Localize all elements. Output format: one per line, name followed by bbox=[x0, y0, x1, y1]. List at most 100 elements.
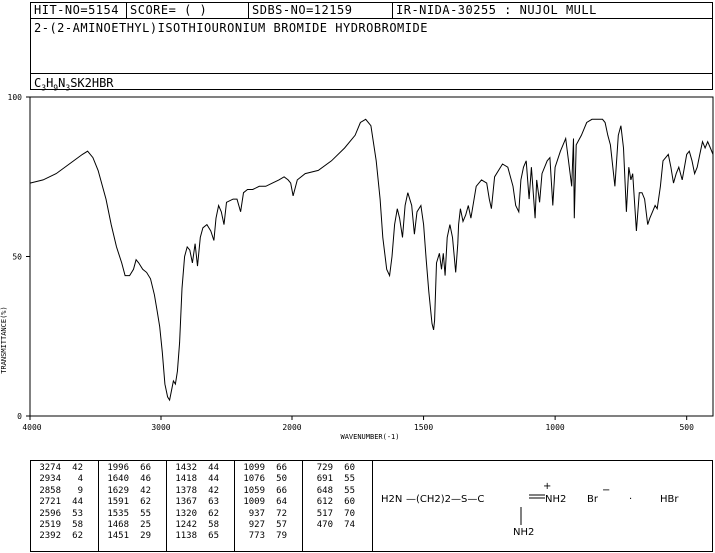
peak-wavenumber: 1996 bbox=[107, 463, 129, 473]
peak-transmittance: 58 bbox=[208, 520, 219, 531]
peak-wavenumber: 729 bbox=[316, 463, 333, 473]
y-tick-label: 100 bbox=[8, 93, 23, 102]
peak-row: 2392 62 bbox=[31, 531, 98, 542]
peak-wavenumber: 1138 bbox=[175, 531, 197, 542]
peak-wavenumber: 2519 bbox=[39, 520, 61, 531]
peak-wavenumber: 2392 bbox=[39, 531, 61, 542]
peak-wavenumber: 1009 bbox=[243, 497, 265, 508]
axis-ticks: 4000 3000 2000 1500 1000 500 0 50 100 bbox=[8, 93, 695, 432]
peak-row: 1432 44 bbox=[167, 463, 234, 474]
peak-row: 1468 25 bbox=[99, 520, 166, 531]
formula-n: N bbox=[58, 76, 66, 90]
peak-row: 937 72 bbox=[235, 509, 302, 520]
y-axis-label: TRANSMITTANCE(%) bbox=[0, 306, 8, 373]
spectrum-line bbox=[29, 118, 714, 402]
peak-wavenumber: 1535 bbox=[107, 508, 129, 519]
peak-row: 2721 44 bbox=[31, 497, 98, 508]
plus-charge: + bbox=[543, 481, 552, 492]
peak-row: 729 60 bbox=[303, 463, 374, 474]
peak-row: 927 57 bbox=[235, 520, 302, 531]
peak-wavenumber: 2934 bbox=[39, 474, 61, 485]
y-tick-label: 0 bbox=[17, 412, 22, 421]
x-tick-label: 500 bbox=[679, 423, 694, 432]
peak-row: 3274 42 bbox=[31, 463, 98, 474]
peak-transmittance: 44 bbox=[208, 463, 219, 473]
peak-row: 612 60 bbox=[303, 497, 374, 508]
peak-wavenumber: 927 bbox=[248, 520, 265, 531]
ir-spectrum-chart: 4000 3000 2000 1500 1000 500 0 50 100 WAVENUMBER… bbox=[0, 93, 714, 441]
peak-wavenumber: 1629 bbox=[107, 485, 129, 496]
x-tick-label: 4000 bbox=[22, 423, 41, 432]
peak-row: 1451 29 bbox=[99, 531, 166, 542]
peak-transmittance: 79 bbox=[276, 531, 287, 542]
score: SCORE= ( ) bbox=[127, 3, 249, 18]
iminium-group: NH2 bbox=[545, 494, 567, 505]
bond-lines bbox=[520, 494, 545, 525]
peak-transmittance: 46 bbox=[140, 474, 151, 485]
amine-group: H2N bbox=[381, 494, 403, 505]
peak-transmittance: 44 bbox=[208, 474, 219, 485]
peak-wavenumber: 1320 bbox=[175, 508, 197, 519]
molecular-formula: C3H9N3SK2HBR bbox=[31, 73, 712, 93]
peak-row: 1996 66 bbox=[99, 463, 166, 474]
peak-transmittance: 65 bbox=[208, 531, 219, 542]
peak-transmittance: 63 bbox=[208, 497, 219, 508]
peak-wavenumber: 691 bbox=[316, 474, 333, 485]
x-axis-label: WAVENUMBER(-1) bbox=[340, 433, 399, 441]
peak-row: 773 79 bbox=[235, 531, 302, 542]
formula-h: H bbox=[46, 76, 54, 90]
peak-row: 2858 9 bbox=[31, 486, 98, 497]
peak-column-3: 1432 44 1418 44 1378 42 1367 63 1320 62 1242 58 1138… bbox=[167, 461, 235, 551]
peak-row: 1591 62 bbox=[99, 497, 166, 508]
peak-row: 1059 66 bbox=[235, 486, 302, 497]
peak-row: 2934 4 bbox=[31, 474, 98, 485]
peak-row: 1242 58 bbox=[167, 520, 234, 531]
peak-row: 648 55 bbox=[303, 486, 374, 497]
amino-group: NH2 bbox=[513, 527, 535, 538]
peak-wavenumber: 1099 bbox=[243, 463, 265, 473]
formula-rest: SK2HBR bbox=[70, 76, 114, 90]
peak-transmittance: 60 bbox=[344, 497, 355, 508]
x-tick-label: 3000 bbox=[151, 423, 170, 432]
peak-transmittance: 53 bbox=[72, 508, 83, 519]
peak-wavenumber: 2721 bbox=[39, 497, 61, 508]
formula-n-count: 3 bbox=[65, 83, 71, 93]
peak-transmittance: 62 bbox=[140, 497, 151, 508]
peak-wavenumber: 1059 bbox=[243, 485, 265, 496]
peak-wavenumber: 648 bbox=[316, 485, 333, 496]
formula-h-count: 9 bbox=[53, 83, 59, 93]
x-tick-label: 1500 bbox=[414, 423, 433, 432]
peak-wavenumber: 3274 bbox=[39, 463, 61, 473]
bromide-ion: Br bbox=[587, 494, 598, 505]
peak-row: 1629 42 bbox=[99, 486, 166, 497]
peak-column-4: 1099 66 1076 50 1059 66 1009 64 937 72 927 57 773 79 bbox=[235, 461, 303, 551]
peak-row: 1640 46 bbox=[99, 474, 166, 485]
peak-wavenumber: 1418 bbox=[175, 474, 197, 485]
adduct-dot: · bbox=[629, 494, 633, 505]
peak-row: 691 55 bbox=[303, 474, 374, 485]
peak-row: 517 70 bbox=[303, 509, 374, 520]
peak-transmittance: 70 bbox=[344, 508, 355, 519]
peak-wavenumber: 1451 bbox=[107, 531, 129, 542]
hydrobromide: HBr bbox=[660, 494, 679, 505]
peak-transmittance: 42 bbox=[140, 485, 151, 496]
peak-transmittance: 55 bbox=[140, 508, 151, 519]
peak-wavenumber: 612 bbox=[316, 497, 333, 508]
x-tick-label: 2000 bbox=[282, 423, 301, 432]
peak-wavenumber: 2858 bbox=[39, 485, 61, 496]
peak-transmittance: 55 bbox=[344, 474, 355, 485]
ethyl-chain: —(CH2)2—S—C bbox=[406, 494, 485, 505]
peak-wavenumber: 1378 bbox=[175, 485, 197, 496]
peak-wavenumber: 1468 bbox=[107, 520, 129, 531]
peak-transmittance: 64 bbox=[276, 497, 287, 508]
peak-column-1: 3274 42 2934 4 2858 9 2721 44 2596 53 2519 58 2392 62 bbox=[31, 461, 99, 551]
peak-wavenumber: 1591 bbox=[107, 497, 129, 508]
peak-row: 1535 55 bbox=[99, 509, 166, 520]
peak-transmittance: 57 bbox=[276, 520, 287, 531]
peak-row: 1418 44 bbox=[167, 474, 234, 485]
peak-transmittance: 44 bbox=[72, 497, 83, 508]
peak-row: 2519 58 bbox=[31, 520, 98, 531]
peak-column-2: 1996 66 1640 46 1629 42 1591 62 1535 55 1468 25 1451… bbox=[99, 461, 167, 551]
peak-row: 1009 64 bbox=[235, 497, 302, 508]
ir-nida-label: IR-NIDA-30255 : NUJOL MULL bbox=[396, 3, 597, 17]
